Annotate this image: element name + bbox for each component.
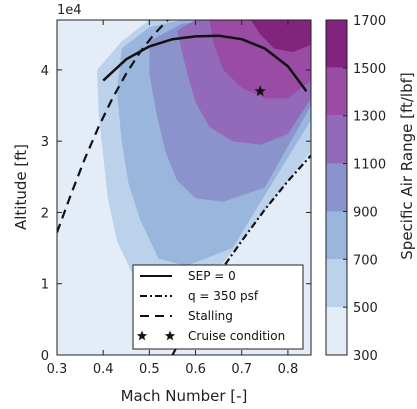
colorbar-swatch-700-900 (326, 211, 347, 260)
y-axis: 0 1 2 3 4 (41, 64, 311, 364)
x-tick-label: 0.5 (139, 362, 160, 377)
colorbar-swatch-300-500 (326, 307, 347, 355)
colorbar-tick-label: 900 (353, 205, 378, 220)
colorbar-tick-label: 1700 (353, 14, 386, 29)
cruise-condition-marker (254, 85, 266, 97)
colorbar-tick-label: 700 (353, 253, 378, 268)
x-tick-label: 0.8 (278, 362, 299, 377)
legend-box (132, 264, 304, 350)
legend-label-sep-0: SEP = 0 (188, 269, 236, 283)
x-tick-label: 0.6 (185, 362, 206, 377)
contour-layer (57, 20, 311, 355)
y-axis-title: Altitude [ft] (12, 144, 30, 230)
legend-label-stalling: Stalling (188, 309, 233, 323)
y-tick-label: 1 (41, 278, 49, 293)
x-axis-title: Mach Number [-] (121, 387, 248, 405)
colorbar-swatch-1500-1700 (326, 20, 347, 68)
colorbar-tick-label: 300 (353, 349, 378, 364)
colorbar-swatch-900-1100 (326, 163, 347, 212)
colorbar-swatch-500-700 (326, 259, 347, 308)
colorbar-tick-label: 1300 (353, 110, 386, 125)
x-tick-label: 0.4 (93, 362, 114, 377)
colorbar-title: Specific Air Range [ft/lbf] (398, 72, 416, 259)
colorbar-tick-label: 1500 (353, 62, 386, 77)
y-tick-label: 0 (41, 349, 49, 364)
legend: SEP = 0 q = 350 psf Stalling Cruise conditi… (132, 264, 304, 350)
legend-symbol-cruise-condition-a (136, 330, 148, 341)
x-axis: 0.3 0.4 0.5 0.6 0.7 0.8 (47, 20, 299, 377)
colorbar-tick-label: 500 (353, 301, 378, 316)
y-tick-label: 2 (41, 206, 49, 221)
plot-frame (56, 19, 312, 356)
y-axis-exponent: 1e4 (57, 3, 82, 18)
legend-symbol-cruise-condition-b (164, 330, 176, 341)
colorbar-frame (325, 19, 348, 356)
legend-label-cruise-condition: Cruise condition (188, 329, 285, 343)
x-tick-label: 0.7 (231, 362, 252, 377)
colorbar-swatch-1100-1300 (326, 115, 347, 164)
colorbar: 300 500 700 900 1100 1300 1500 1700 (325, 14, 386, 364)
y-tick-label: 3 (41, 135, 49, 150)
colorbar-swatch-1300-1500 (326, 67, 347, 116)
sep-0-line (102, 34, 308, 93)
x-tick-label: 0.3 (47, 362, 68, 377)
legend-label-q-350-psf: q = 350 psf (188, 289, 259, 303)
y-tick-label: 4 (41, 64, 49, 79)
stalling-line (57, 20, 169, 233)
contour-band-1500-1700 (251, 20, 311, 53)
colorbar-tick-label: 1100 (353, 158, 386, 173)
